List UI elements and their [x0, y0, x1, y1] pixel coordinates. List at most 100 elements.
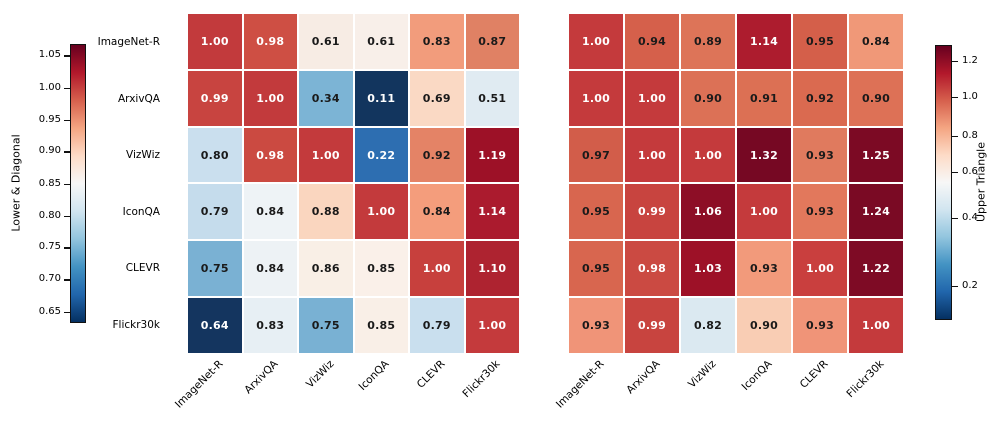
- heatmap-cell: 1.25: [849, 127, 903, 183]
- colorbar-tick-label: 0.75: [38, 241, 61, 253]
- heatmap-cell: 1.00: [625, 70, 679, 126]
- heatmap-cell: 0.93: [737, 241, 791, 297]
- heatmap-cell: 0.98: [625, 241, 679, 297]
- heatmap-cell: 0.51: [465, 70, 519, 126]
- colorbar-tick-mark: [952, 135, 958, 137]
- heatmap-cell: 0.93: [793, 184, 847, 240]
- heatmap-cell: 0.94: [625, 14, 679, 69]
- heatmap-cell: 0.93: [793, 298, 847, 353]
- heatmap-cell: 0.97: [569, 127, 623, 183]
- colorbar-tick-label: 0.80: [38, 209, 61, 221]
- heatmap-cell: 0.84: [243, 184, 297, 240]
- heatmap-cell: 0.87: [465, 14, 519, 69]
- heatmap-upper-triangle: 1.00 0.94 0.89 1.14 0.95 0.84 1.00 1.00 0.90 0.91…: [569, 14, 903, 353]
- heatmap-cell: 1.00: [737, 184, 791, 240]
- heatmap-cell: 0.95: [793, 14, 847, 69]
- colorbar-tick-mark: [64, 247, 70, 249]
- heatmap-cell: 1.00: [354, 184, 408, 240]
- heatmap-cell: 0.99: [625, 184, 679, 240]
- heatmap-cell: 0.86: [299, 241, 353, 297]
- row-label: VizWiz: [126, 149, 160, 162]
- colorbar-tick-mark: [64, 183, 70, 185]
- heatmap-cell: 1.14: [465, 184, 519, 240]
- heatmap-cell: 0.84: [849, 14, 903, 69]
- colorbar-tick-label: 0.6: [962, 166, 978, 178]
- colorbar-label-upper-triangle: Upper Triangle: [974, 141, 988, 223]
- heatmap-cell: 0.80: [188, 127, 242, 183]
- colorbar-tick-label: 0.8: [962, 129, 978, 141]
- heatmap-cell: 0.92: [410, 127, 464, 183]
- colorbar-tick-mark: [64, 215, 70, 217]
- heatmap-cell: 0.93: [569, 298, 623, 353]
- row-label: Flickr30k: [112, 318, 161, 331]
- heatmap-cell: 0.91: [737, 70, 791, 126]
- heatmap-cell: 0.93: [793, 127, 847, 183]
- heatmap-cell: 1.03: [681, 241, 735, 297]
- colorbar-tick-label: 0.95: [38, 113, 61, 125]
- colorbar-tick-label: 0.4: [962, 211, 978, 223]
- heatmap-cell: 1.10: [465, 241, 519, 297]
- heatmap-cell: 0.95: [569, 241, 623, 297]
- heatmap-cell: 0.84: [410, 184, 464, 240]
- heatmap-cell: 1.00: [681, 127, 735, 183]
- heatmap-cell: 0.89: [681, 14, 735, 69]
- heatmap-cell: 0.90: [737, 298, 791, 353]
- heatmap-cell: 1.00: [569, 14, 623, 69]
- heatmap-cell: 1.00: [410, 241, 464, 297]
- heatmap-cell: 0.88: [299, 184, 353, 240]
- heatmap-cell: 0.61: [354, 14, 408, 69]
- colorbar-tick-label: 0.70: [38, 273, 61, 285]
- heatmap-cell: 0.98: [243, 127, 297, 183]
- colorbar-tick-label: 0.2: [962, 279, 978, 291]
- row-label: CLEVR: [125, 262, 160, 275]
- colorbar-tick-label: 0.90: [38, 145, 61, 157]
- heatmap-cell: 1.32: [737, 127, 791, 183]
- heatmap-cell: 1.19: [465, 127, 519, 183]
- colorbar-tick-mark: [952, 172, 958, 174]
- heatmap-cell: 0.90: [681, 70, 735, 126]
- heatmap-cell: 0.79: [188, 184, 242, 240]
- heatmap-cell: 0.99: [188, 70, 242, 126]
- heatmap-cell: 0.61: [299, 14, 353, 69]
- heatmap-cell: 1.00: [465, 298, 519, 353]
- heatmap-cell: 0.92: [793, 70, 847, 126]
- heatmap-cell: 1.00: [569, 70, 623, 126]
- heatmap-cell: 0.34: [299, 70, 353, 126]
- colorbar-tick-label: 0.65: [38, 305, 61, 317]
- heatmap-cell: 0.84: [243, 241, 297, 297]
- heatmap-cell: 0.79: [410, 298, 464, 353]
- heatmap-cell: 0.22: [354, 127, 408, 183]
- heatmap-cell: 1.00: [793, 241, 847, 297]
- heatmap-cell: 0.75: [188, 241, 242, 297]
- heatmap-cell: 1.00: [243, 70, 297, 126]
- colorbar-upper-triangle: [935, 45, 952, 320]
- heatmap-cell: 1.22: [849, 241, 903, 297]
- heatmap-cell: 0.82: [681, 298, 735, 353]
- colorbar-tick-mark: [952, 97, 958, 99]
- heatmap-lower-diagonal: 1.00 0.98 0.61 0.61 0.83 0.87 0.99 1.00 0.34 0.11…: [188, 14, 519, 353]
- colorbar-tick-mark: [952, 60, 958, 62]
- heatmap-cell: 1.06: [681, 184, 735, 240]
- row-label: ImageNet-R: [97, 36, 160, 49]
- colorbar-tick-mark: [64, 87, 70, 89]
- heatmap-cell: 1.24: [849, 184, 903, 240]
- heatmap-cell: 1.00: [849, 298, 903, 353]
- heatmap-cell: 1.00: [188, 14, 242, 69]
- heatmap-cell: 0.85: [354, 241, 408, 297]
- colorbar-tick-mark: [64, 55, 70, 57]
- heatmap-cell: 0.11: [354, 70, 408, 126]
- colorbar-tick-label: 1.00: [38, 81, 61, 93]
- heatmap-cell: 0.64: [188, 298, 242, 353]
- colorbar-tick-mark: [64, 311, 70, 313]
- heatmap-cell: 0.83: [410, 14, 464, 69]
- colorbar-tick-mark: [64, 151, 70, 153]
- colorbar-tick-label: 1.0: [962, 91, 978, 103]
- colorbar-tick-label: 1.2: [962, 54, 978, 66]
- heatmap-cell: 0.69: [410, 70, 464, 126]
- colorbar-tick-label: 1.05: [38, 49, 61, 61]
- colorbar-lower-diagonal: [70, 44, 86, 323]
- row-label: IconQA: [122, 205, 160, 218]
- colorbar-tick-mark: [64, 119, 70, 121]
- heatmap-cell: 0.98: [243, 14, 297, 69]
- heatmap-cell: 0.95: [569, 184, 623, 240]
